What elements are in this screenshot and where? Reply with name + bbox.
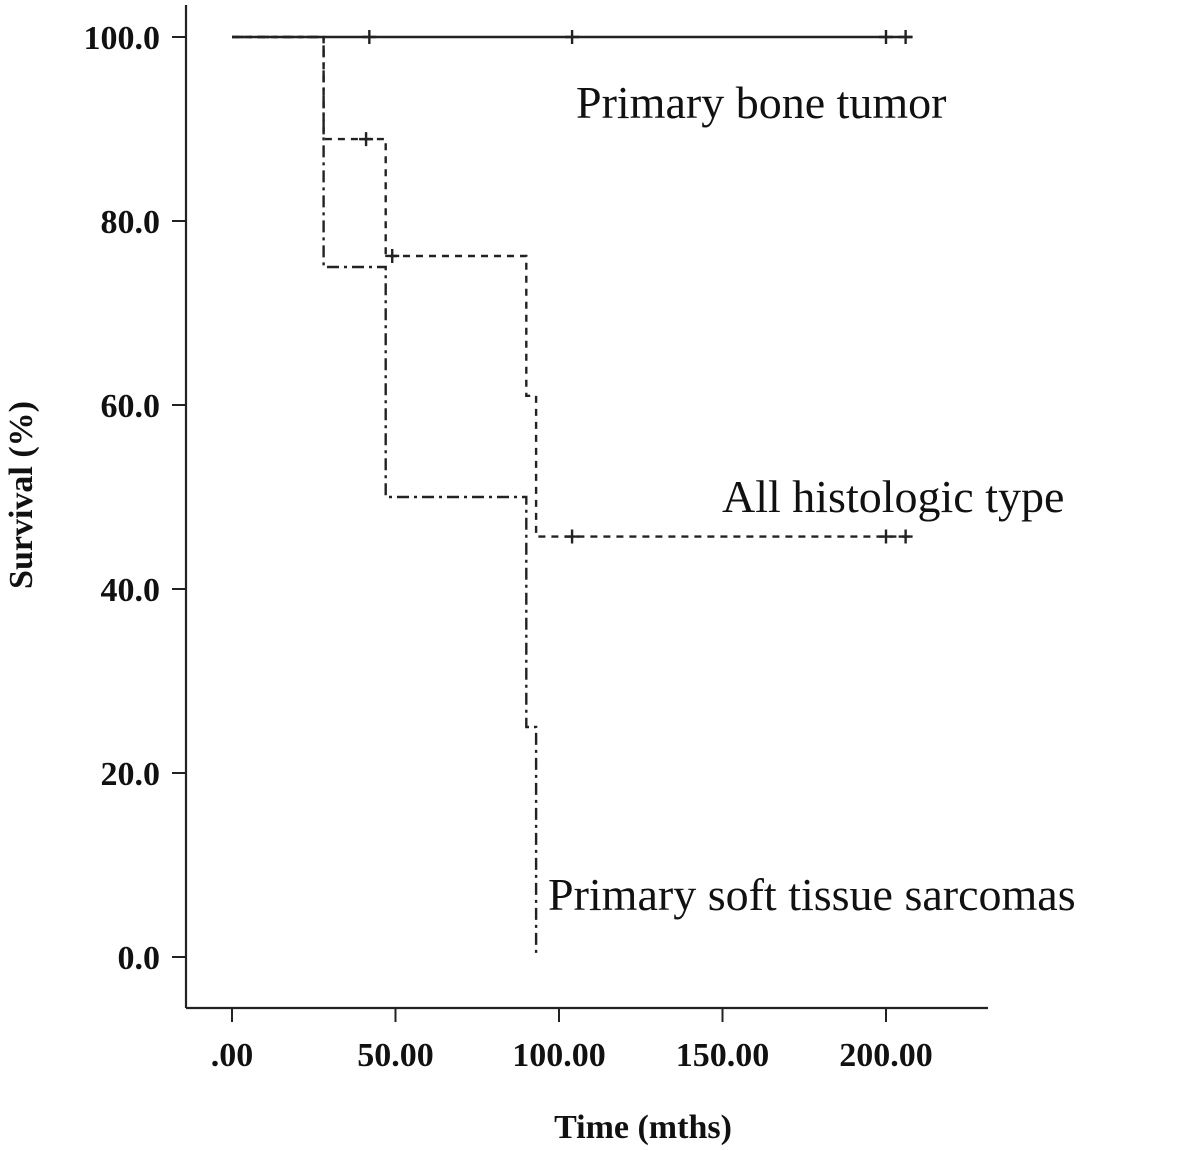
axes [184,5,988,1010]
x-tick-label-4: 200.00 [839,1037,933,1074]
censor-mark-1-0 [359,132,374,147]
series-labels: Primary bone tumor All histologic type Pri… [548,77,1076,920]
y-tick-label-0: 0.0 [118,940,161,977]
censor-mark-0-0 [362,30,377,44]
series-label-0: Primary bone tumor [576,77,947,128]
y-axis-title: Survival (%) [3,401,40,589]
x-tick-label-3: 150.00 [676,1037,770,1074]
x-axis-title: Time (mths) [554,1109,732,1146]
censor-mark-0-3 [898,30,913,44]
y-ticks: 0.0 20.0 40.0 60.0 80.0 100.0 [84,20,186,977]
y-tick-label-5: 100.0 [84,20,161,57]
censor-mark-0-2 [879,30,893,44]
censor-mark-0-1 [565,30,580,44]
x-tick-label-1: 50.00 [357,1037,434,1074]
y-tick-label-3: 60.0 [101,388,161,425]
curve-series-2 [232,35,538,957]
series-label-1: All histologic type [722,471,1064,522]
y-tick-label-2: 40.0 [101,572,161,609]
censor-mark-1-3 [879,529,893,544]
curve-series-1 [232,35,913,538]
x-tick-label-0: .00 [211,1037,254,1074]
x-tick-label-2: 100.00 [512,1037,606,1074]
censor-marks [359,30,913,544]
censor-mark-1-4 [898,529,913,544]
censor-mark-1-1 [385,248,400,263]
series-label-2: Primary soft tissue sarcomas [548,869,1076,920]
x-ticks: .00 50.00 100.00 150.00 200.00 [211,1008,933,1074]
y-tick-label-4: 80.0 [101,204,161,241]
y-tick-label-1: 20.0 [101,756,161,793]
censor-mark-1-2 [565,529,580,544]
